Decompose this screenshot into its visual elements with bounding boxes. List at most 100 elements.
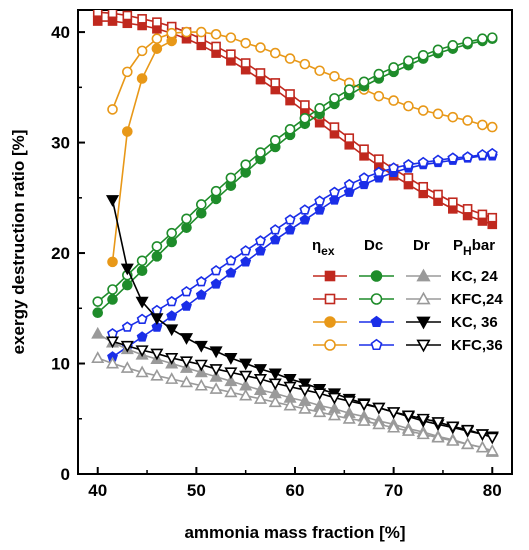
- y-tick-label: 0: [61, 465, 70, 484]
- legend-row-label: KFC,24: [451, 291, 503, 308]
- data-point: [179, 375, 194, 388]
- x-tick-label: 60: [286, 481, 305, 500]
- data-point: [122, 66, 133, 78]
- data-point: [329, 70, 340, 82]
- data-point: [269, 47, 281, 59]
- data-point: [181, 213, 192, 225]
- series-line: [97, 11, 493, 219]
- legend-marker: [324, 339, 336, 351]
- data-point: [487, 212, 498, 223]
- data-point: [181, 26, 192, 38]
- data-point: [240, 58, 251, 68]
- data-point: [269, 234, 281, 245]
- data-point: [151, 304, 163, 316]
- data-point: [313, 388, 327, 401]
- series-3: [107, 26, 498, 133]
- data-point: [165, 324, 179, 337]
- data-point: [372, 417, 386, 430]
- data-point: [92, 10, 103, 18]
- legend-marker: [324, 293, 336, 305]
- data-point: [300, 100, 310, 110]
- data-point: [136, 313, 148, 324]
- data-point: [358, 76, 370, 88]
- data-point: [225, 255, 237, 266]
- data-point: [342, 396, 356, 408]
- legend-entry: [406, 316, 441, 330]
- data-point: [195, 276, 207, 287]
- data-point: [285, 89, 295, 99]
- data-point: [211, 41, 221, 52]
- data-point: [166, 310, 178, 321]
- data-point: [195, 207, 207, 219]
- data-point: [477, 209, 488, 220]
- data-point: [314, 65, 325, 77]
- data-point: [122, 18, 133, 29]
- legend-header-dc: Dc: [364, 237, 383, 254]
- data-point: [475, 429, 489, 442]
- data-point: [253, 392, 268, 404]
- legend-marker: [370, 293, 383, 305]
- series-line: [97, 20, 493, 226]
- data-point: [122, 279, 133, 291]
- data-point: [209, 346, 223, 359]
- data-point: [135, 345, 149, 358]
- data-point: [181, 222, 192, 233]
- data-point: [240, 245, 252, 256]
- data-point: [342, 411, 356, 424]
- data-point: [179, 333, 194, 345]
- data-point: [210, 185, 222, 197]
- legend-marker: [416, 316, 431, 330]
- data-point: [136, 255, 148, 267]
- legend-entry: [313, 316, 347, 328]
- series-2: [107, 35, 178, 268]
- data-point: [461, 437, 475, 450]
- data-point: [137, 14, 147, 24]
- data-point: [268, 395, 282, 408]
- data-point: [225, 172, 237, 184]
- data-point: [194, 359, 208, 372]
- data-point: [485, 443, 499, 456]
- data-point: [447, 40, 459, 51]
- y-tick-label: 10: [51, 355, 70, 374]
- series-line: [97, 36, 493, 303]
- data-point: [194, 365, 208, 378]
- data-point: [179, 356, 194, 369]
- data-point: [403, 158, 414, 170]
- data-point: [374, 154, 384, 164]
- data-point: [135, 296, 149, 309]
- data-point: [284, 214, 296, 225]
- data-point: [446, 434, 460, 446]
- data-point: [476, 149, 488, 160]
- data-point: [298, 401, 312, 414]
- y-tick-label: 20: [51, 244, 70, 263]
- x-tick-label: 50: [187, 481, 206, 500]
- data-point: [329, 194, 340, 205]
- data-point: [403, 173, 414, 183]
- data-point: [194, 340, 208, 353]
- data-point: [166, 27, 178, 39]
- data-point: [166, 227, 178, 239]
- data-point: [209, 382, 223, 394]
- data-point: [195, 26, 207, 38]
- data-point: [314, 195, 326, 206]
- data-point: [152, 17, 162, 27]
- data-point: [181, 300, 192, 311]
- legend-entry: [313, 270, 347, 282]
- data-point: [151, 251, 163, 262]
- data-point: [224, 374, 238, 387]
- data-point: [418, 181, 429, 192]
- data-point: [401, 410, 415, 423]
- data-point: [283, 398, 297, 411]
- y-axis-label: exergy destruction ratio [%]: [9, 130, 28, 355]
- data-point: [151, 241, 163, 252]
- data-point: [165, 372, 179, 384]
- data-point: [299, 204, 311, 215]
- data-point: [403, 100, 414, 112]
- data-point: [105, 356, 120, 369]
- legend-entry: [359, 270, 394, 282]
- data-point: [344, 133, 355, 143]
- data-point: [283, 381, 297, 394]
- data-point: [462, 115, 473, 126]
- data-point: [255, 147, 266, 158]
- data-point: [150, 368, 164, 381]
